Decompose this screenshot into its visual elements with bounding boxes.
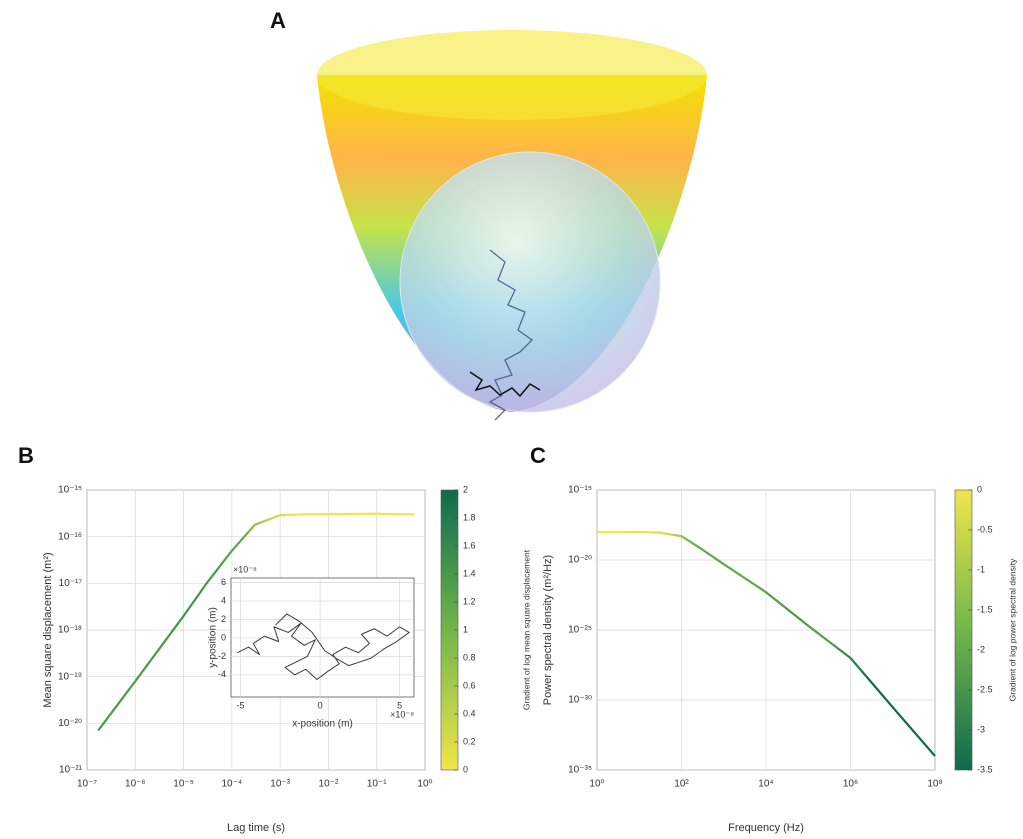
x-tick-label: 10⁻⁶	[125, 779, 146, 790]
y-tick-label: 6	[221, 577, 226, 587]
x-tick-label: 10²	[674, 779, 689, 790]
colorbar-tick-label: 2	[463, 484, 468, 494]
x-tick-label: 10⁻⁴	[222, 779, 243, 790]
x-tick-label: 10⁻³	[270, 779, 290, 790]
y-tick-label: 10⁻¹⁶	[58, 531, 82, 542]
panel-label: A	[270, 8, 286, 33]
x-tick-label: 0	[318, 700, 323, 710]
x-tick-label: 10⁻⁵	[173, 779, 194, 790]
trajectory-sketch	[469, 371, 541, 398]
y-tick-label: 2	[221, 614, 226, 624]
colorbar-tick-label: 0.6	[463, 680, 476, 690]
colorbar-tick-label: -0.5	[977, 524, 993, 534]
data-line	[97, 512, 415, 732]
panel-label: C	[530, 443, 546, 468]
x-tick-label: 10⁸	[927, 779, 942, 790]
x-tick-label: 10⁻¹	[367, 779, 387, 790]
x-tick-label: 5	[397, 700, 402, 710]
colorbar-tick-label: 1.8	[463, 512, 476, 522]
colorbar-tick-label: 0.8	[463, 652, 476, 662]
illustration: A	[270, 8, 707, 421]
colorbar-label: Gradient of log mean square displacement	[521, 549, 531, 710]
colorbar-tick-label: -1	[977, 564, 985, 574]
x-tick-label: 10⁴	[758, 779, 773, 790]
colorbar-tick-label: 0.4	[463, 708, 476, 718]
trajectory-sketch	[488, 249, 534, 421]
colorbar-label: Gradient of log power spectral density	[1007, 558, 1017, 701]
well-rim	[317, 30, 707, 120]
y-tick-label: 10⁻³⁵	[568, 765, 592, 776]
y-exponent: ×10⁻⁸	[233, 564, 257, 574]
colorbar-tick-label: 1.2	[463, 596, 476, 606]
y-tick-label: 10⁻³⁰	[568, 695, 592, 706]
x-exponent: ×10⁻⁸	[390, 709, 414, 719]
y-tick-label: -2	[218, 651, 226, 661]
data-line	[237, 613, 410, 680]
x-tick-label: 10⁻⁷	[77, 779, 97, 790]
plot-area	[230, 577, 415, 698]
y-tick-label: 10⁻¹⁸	[58, 625, 82, 636]
x-tick-label: 10⁰	[589, 779, 604, 790]
colorbar-tick-label: -3	[977, 724, 985, 734]
colorbar-tick-label: -2	[977, 644, 985, 654]
panel-label: B	[18, 443, 34, 468]
x-axis-label: Frequency (Hz)	[728, 822, 804, 834]
y-tick-label: 0	[221, 632, 226, 642]
colorbar-tick-label: -3.5	[977, 764, 993, 774]
colorbar-tick-label: 1	[463, 624, 468, 634]
y-tick-label: 10⁻¹⁹	[58, 671, 82, 682]
x-axis-label: Lag time (s)	[227, 822, 285, 834]
y-tick-label: 10⁻¹⁵	[568, 485, 592, 496]
x-tick-label: 10⁰	[417, 779, 432, 790]
colorbar-tick-label: -2.5	[977, 684, 993, 694]
colorbar-tick-label: 1.6	[463, 540, 476, 550]
colorbar-tick-label: -1.5	[977, 604, 993, 614]
data-line	[597, 530, 936, 757]
y-axis-label: y-position (m)	[208, 607, 219, 668]
x-tick-label: 10⁶	[843, 779, 858, 790]
colorbar-tick-label: 0.2	[463, 736, 476, 746]
x-tick-label: -5	[237, 700, 245, 710]
y-axis-label: Mean square displacement (m²)	[42, 552, 54, 707]
y-tick-label: 10⁻¹⁵	[58, 485, 82, 496]
y-axis-label: Power spectral density (m²/Hz)	[542, 555, 554, 705]
x-tick-label: 10⁻²	[319, 779, 339, 790]
x-axis-label: x-position (m)	[292, 719, 353, 730]
y-tick-label: 10⁻²⁰	[58, 718, 82, 729]
y-tick-label: 10⁻¹⁷	[59, 578, 83, 589]
colorbar-tick-label: 0	[463, 764, 468, 774]
y-tick-label: 10⁻²⁵	[568, 625, 592, 636]
y-tick-label: 10⁻²⁰	[568, 555, 592, 566]
y-tick-label: 10⁻²¹	[59, 765, 83, 776]
y-tick-label: -4	[218, 669, 226, 679]
colorbar-tick-label: 1.4	[463, 568, 476, 578]
colorbar	[954, 489, 973, 771]
colorbar-tick-label: 0	[977, 484, 982, 494]
particle-sphere	[399, 151, 661, 413]
y-tick-label: 4	[221, 595, 226, 605]
